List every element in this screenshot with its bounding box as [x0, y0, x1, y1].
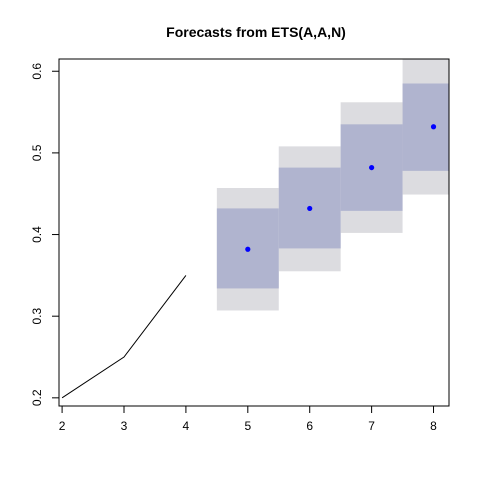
x-tick-label: 7 [368, 419, 375, 433]
x-axis: 2 3 4 5 6 7 8 [59, 405, 437, 433]
interval-80-band [402, 83, 449, 171]
y-tick-label: 0.5 [30, 144, 44, 161]
y-tick-label: 0.4 [30, 226, 44, 243]
forecast-point [430, 124, 437, 130]
forecast-point [307, 205, 313, 212]
chart-title: Forecasts from ETS(A,A,N) [166, 24, 346, 40]
x-tick-label: 3 [121, 419, 128, 433]
x-tick-label: 8 [430, 419, 437, 433]
y-tick-label: 0.2 [30, 389, 44, 406]
x-tick-label: 5 [244, 419, 251, 433]
forecast-points [245, 124, 437, 252]
x-tick-label: 6 [306, 419, 313, 433]
history-line [61, 275, 187, 399]
x-tick-label: 4 [183, 419, 190, 433]
forecast-point [245, 246, 251, 252]
forecast-point [369, 164, 375, 171]
y-axis: 0.2 0.3 0.4 0.5 0.6 [30, 63, 60, 406]
x-tick-label: 2 [59, 419, 66, 433]
series-lines [61, 275, 187, 399]
y-tick-label: 0.3 [30, 308, 44, 325]
prediction-intervals [216, 59, 449, 311]
y-tick-label: 0.6 [30, 63, 44, 80]
